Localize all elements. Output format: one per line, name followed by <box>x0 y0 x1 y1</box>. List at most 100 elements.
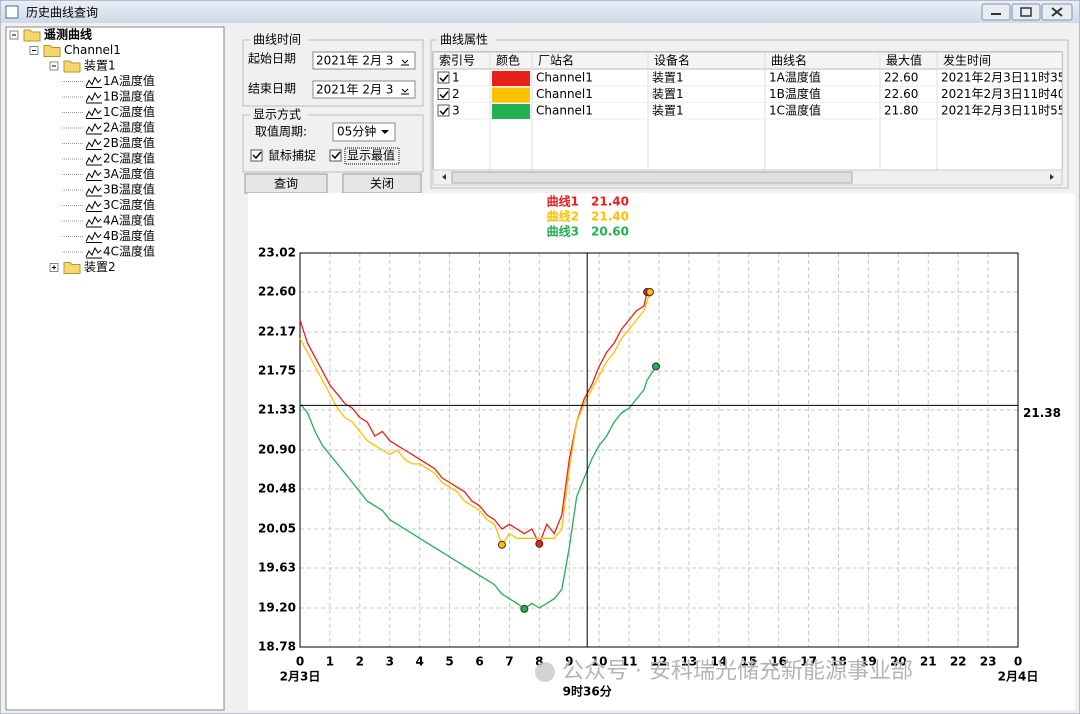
series-line <box>299 290 651 546</box>
cell: 1B温度值 <box>769 86 821 101</box>
cell: 3 <box>452 104 460 118</box>
cell: 2021年2月3日11时55 <box>941 104 1065 118</box>
folder-icon <box>23 29 41 42</box>
tree-label[interactable]: 2C温度值 <box>103 151 155 166</box>
maximize-button[interactable] <box>1011 3 1041 21</box>
title-bar <box>1 1 1079 23</box>
x-tick-label: 7 <box>505 655 513 669</box>
label: 取值周期: <box>255 124 307 139</box>
row-checkbox[interactable] <box>437 88 450 100</box>
color-swatch <box>492 87 530 103</box>
curve-icon <box>85 184 102 197</box>
x-tick-label: 3 <box>386 655 394 669</box>
x-tick-label: 0 <box>296 655 304 669</box>
curve-icon <box>85 107 102 119</box>
color-swatch <box>492 104 530 119</box>
legend-value: 21.40 <box>591 210 629 224</box>
series-line <box>299 366 657 610</box>
end-date-picker[interactable] <box>312 80 416 99</box>
curve-icon <box>85 200 102 212</box>
x-tick-label: 17 <box>800 655 817 669</box>
column-header: 设备名 <box>654 53 690 68</box>
cell: 22.60 <box>884 71 918 85</box>
tree-label[interactable]: 4A温度值 <box>103 213 155 228</box>
window-buttons <box>981 3 1073 21</box>
column-header: 曲线名 <box>771 53 807 68</box>
x-tick-label: 15 <box>740 655 757 669</box>
curve-icon <box>85 231 102 243</box>
tree-label[interactable]: 3C温度值 <box>103 197 155 212</box>
legend-name: 曲线3 <box>547 224 579 239</box>
cell: Channel1 <box>536 104 593 118</box>
tree-label[interactable]: 4C温度值 <box>103 244 155 259</box>
x-tick-label: 1 <box>326 655 334 669</box>
cell: 装置1 <box>652 104 684 118</box>
group-title: 曲线属性 <box>440 33 488 47</box>
column-header: 索引号 <box>439 54 475 68</box>
x-tick-label: 18 <box>830 655 847 669</box>
legend-name: 曲线2 <box>547 209 579 224</box>
x-tick-label: 13 <box>681 655 698 669</box>
tree-label[interactable]: Channel1 <box>64 43 121 57</box>
curve-icon <box>85 246 102 259</box>
tree-label[interactable]: 遥测曲线 <box>44 27 92 42</box>
x-tick-label: 4 <box>415 655 423 669</box>
plot-frame <box>299 252 1019 648</box>
tree-label[interactable]: 1B温度值 <box>103 89 155 104</box>
minimize-button[interactable] <box>981 3 1011 21</box>
color-swatch <box>492 71 530 86</box>
series-line <box>299 291 651 547</box>
checkbox-label: 鼠标捕捉 <box>268 148 316 163</box>
curve-icon <box>85 169 102 181</box>
x-tick-label: 21 <box>920 655 937 669</box>
y-tick-label: 21.75 <box>258 364 296 378</box>
tree-label[interactable]: 2B温度值 <box>103 135 155 150</box>
tree-label[interactable]: 4B温度值 <box>103 228 155 243</box>
period-select[interactable] <box>332 122 396 142</box>
row-checkbox[interactable] <box>437 71 450 84</box>
scroll-thumb[interactable] <box>451 171 853 184</box>
cell: 2021年2月3日11时35 <box>941 71 1065 85</box>
y-tick-label: 19.20 <box>258 600 296 614</box>
window-title: 历史曲线查询 <box>26 6 98 20</box>
legend-value: 21.40 <box>591 195 629 209</box>
cell: 2 <box>452 87 460 101</box>
watermark-icon <box>535 662 555 682</box>
cell: Channel1 <box>536 71 593 85</box>
y-tick-label: 20.48 <box>258 482 296 496</box>
x-tick-label: 9 <box>565 655 573 669</box>
chart-panel <box>248 193 1075 710</box>
tree-label[interactable]: 3B温度值 <box>103 182 155 197</box>
chart: 23.02 22.60 22.17 21.75 21.33 20.90 20.48 20.05… <box>258 194 1061 699</box>
cell: 2021年2月3日11时40 <box>941 87 1065 101</box>
button-label: 关闭 <box>370 177 394 191</box>
checkbox[interactable] <box>329 149 342 162</box>
start-date-picker[interactable] <box>312 51 416 70</box>
tree-label[interactable]: 装置2 <box>84 260 116 274</box>
curve-icon <box>85 153 102 166</box>
cell: 1C温度值 <box>769 103 821 118</box>
extreme-marker <box>652 362 661 371</box>
folder-icon <box>43 45 61 57</box>
check <box>439 107 449 116</box>
cell: Channel1 <box>536 87 593 101</box>
cell: 22.60 <box>884 87 918 101</box>
tree-label[interactable]: 3A温度值 <box>103 166 155 181</box>
x-tick-label: 20 <box>890 655 907 669</box>
tree-label[interactable]: 装置1 <box>84 59 116 73</box>
y-tick-label: 20.05 <box>258 521 296 535</box>
group-box <box>430 39 1069 189</box>
checkbox-label: 显示最值 <box>347 148 395 163</box>
x-tick-label: 19 <box>860 655 877 669</box>
tree-label[interactable]: 1C温度值 <box>103 104 155 119</box>
checkbox[interactable] <box>250 149 263 162</box>
tree-label[interactable]: 1A温度值 <box>103 73 155 88</box>
tree-label[interactable]: 2A温度值 <box>103 120 155 135</box>
x-tick-label: 12 <box>651 655 668 669</box>
column-header: 厂站名 <box>538 53 574 68</box>
row-checkbox[interactable] <box>437 104 450 117</box>
